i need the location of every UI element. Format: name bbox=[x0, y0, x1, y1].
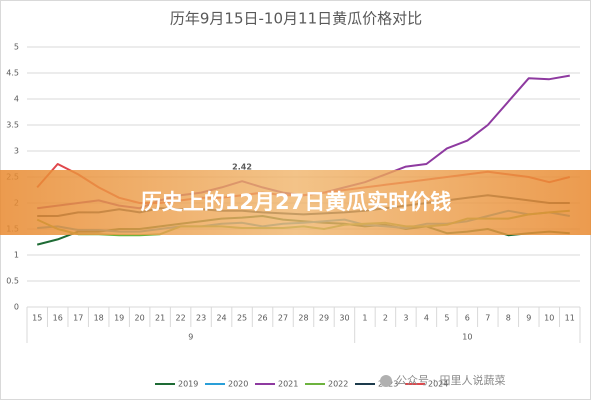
y-tick-label: 0 bbox=[14, 303, 19, 312]
annotation: 2.42 bbox=[232, 163, 252, 172]
x-tick-label: 19 bbox=[114, 314, 124, 323]
watermark-icon bbox=[380, 375, 392, 387]
y-tick-label: 1 bbox=[14, 251, 19, 260]
x-tick-label: 8 bbox=[506, 314, 511, 323]
banner-title: 历史上的12月27日黄瓜实时价钱 bbox=[141, 190, 451, 214]
x-tick-label: 11 bbox=[565, 314, 575, 323]
legend-label: 2021 bbox=[278, 380, 298, 389]
x-tick-label: 28 bbox=[298, 314, 308, 323]
x-tick-label: 10 bbox=[544, 314, 554, 323]
x-tick-label: 18 bbox=[94, 314, 104, 323]
x-tick-label: 21 bbox=[155, 314, 165, 323]
y-tick-label: 5 bbox=[14, 43, 19, 52]
x-tick-label: 30 bbox=[339, 314, 349, 323]
y-tick-label: 4 bbox=[14, 95, 19, 104]
x-tick-label: 17 bbox=[73, 314, 83, 323]
x-tick-label: 22 bbox=[176, 314, 186, 323]
y-tick-label: 4.5 bbox=[6, 69, 19, 78]
x-tick-label: 3 bbox=[403, 314, 408, 323]
banner bbox=[0, 170, 591, 235]
legend-label: 2020 bbox=[228, 380, 248, 389]
watermark: 公众号 · 田里人说蔬菜 bbox=[396, 373, 506, 387]
x-tick-label: 23 bbox=[196, 314, 206, 323]
y-tick-label: 0.5 bbox=[6, 277, 19, 286]
chart-title: 历年9月15日-10月11日黄瓜价格对比 bbox=[170, 10, 422, 28]
x-tick-label: 29 bbox=[319, 314, 329, 323]
x-tick-label: 24 bbox=[216, 314, 226, 323]
x-tick-label: 2 bbox=[383, 314, 388, 323]
legend-label: 2024 bbox=[428, 380, 448, 389]
x-group-label: 9 bbox=[188, 333, 193, 342]
x-tick-label: 16 bbox=[53, 314, 63, 323]
x-tick-label: 27 bbox=[278, 314, 288, 323]
x-tick-label: 4 bbox=[424, 314, 429, 323]
y-tick-label: 3.5 bbox=[6, 121, 19, 130]
x-tick-label: 25 bbox=[237, 314, 247, 323]
x-group-label: 10 bbox=[462, 333, 472, 342]
x-tick-label: 6 bbox=[465, 314, 470, 323]
x-tick-label: 20 bbox=[135, 314, 145, 323]
x-tick-label: 7 bbox=[485, 314, 490, 323]
x-tick-label: 15 bbox=[32, 314, 42, 323]
x-tick-label: 9 bbox=[526, 314, 531, 323]
y-tick-label: 3 bbox=[14, 147, 19, 156]
x-tick-label: 1 bbox=[362, 314, 367, 323]
legend-label: 2019 bbox=[178, 380, 198, 389]
legend-label: 2022 bbox=[328, 380, 348, 389]
x-tick-label: 5 bbox=[444, 314, 449, 323]
x-tick-label: 26 bbox=[257, 314, 267, 323]
